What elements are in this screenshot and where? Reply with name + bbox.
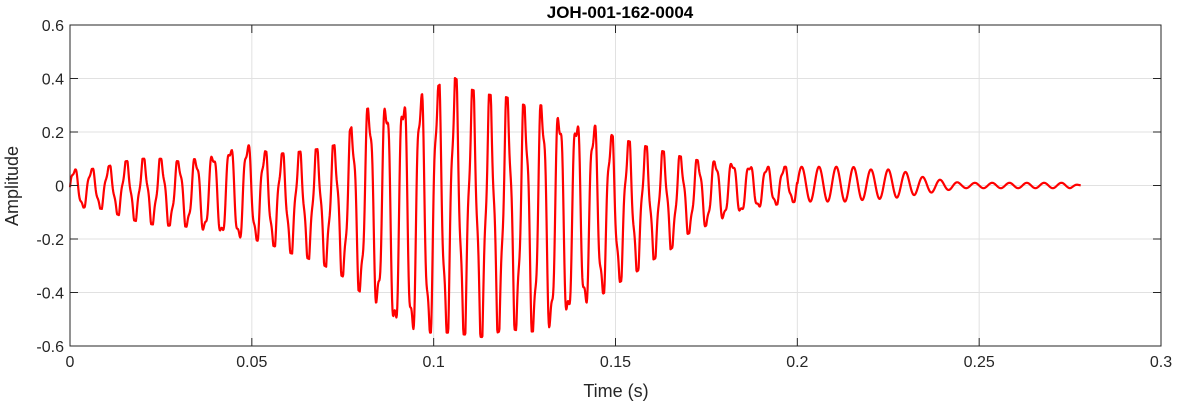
y-tick-label: 0.2 (42, 125, 64, 142)
series-layer (68, 76, 1082, 339)
y-tick-label: 0 (55, 179, 64, 196)
x-tick-label: 0.15 (600, 354, 631, 371)
x-tick-label: 0.3 (1150, 354, 1172, 371)
y-tick-label: -0.2 (36, 232, 64, 249)
y-tick-label: 0.6 (42, 18, 64, 35)
y-tick-label: 0.4 (42, 72, 64, 89)
waveform-line (68, 76, 1082, 339)
chart-title: JOH-001-162-0004 (547, 3, 694, 22)
y-tick-label: -0.4 (36, 286, 64, 303)
ticks: 0 0.05 0.1 0.15 0.2 0.25 0.3 -0.6 -0.4 -0.2 0 0.2 0.… (36, 18, 1172, 371)
x-axis-label: Time (s) (583, 381, 648, 401)
x-tick-label: 0.05 (236, 354, 267, 371)
x-tick-label: 0.2 (786, 354, 808, 371)
y-tick-label: -0.6 (36, 339, 64, 356)
x-tick-label: 0.1 (423, 354, 445, 371)
y-axis-label: Amplitude (2, 146, 22, 226)
x-tick-label: 0.25 (964, 354, 995, 371)
x-tick-label: 0 (66, 354, 75, 371)
